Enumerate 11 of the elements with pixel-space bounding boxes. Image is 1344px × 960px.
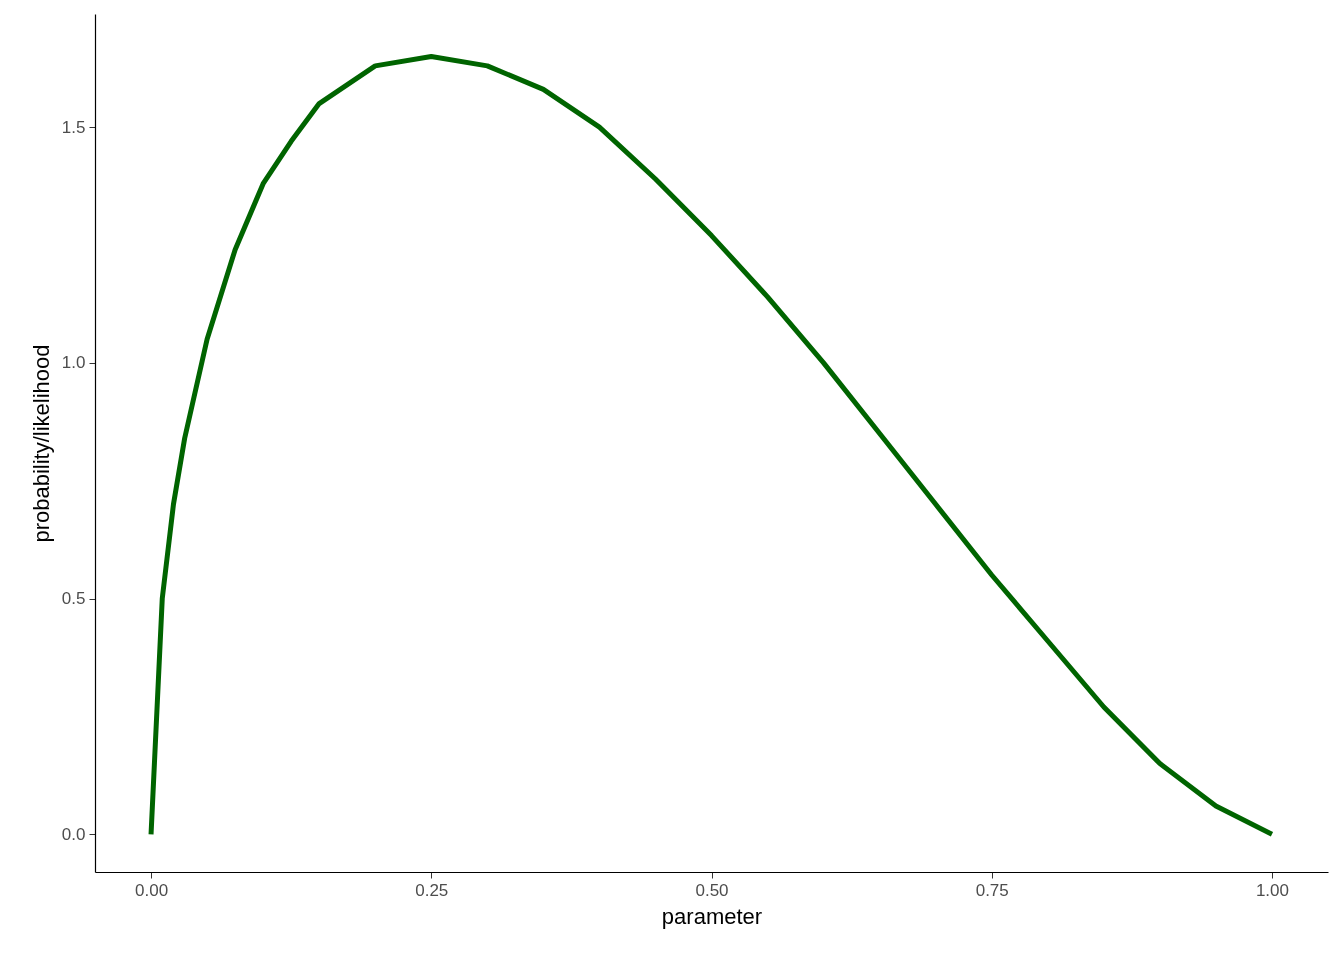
y-tick-label: 0.0 <box>61 824 86 844</box>
y-axis-title: probability/likelihood <box>28 344 54 543</box>
y-tick-label: 1.5 <box>61 117 86 137</box>
x-tick-label: 0.75 <box>975 880 1009 900</box>
x-tick-label: 1.00 <box>1255 880 1289 900</box>
y-tick-label: 1.0 <box>61 353 86 373</box>
x-tick-label: 0.50 <box>695 880 729 900</box>
x-axis-title: parameter <box>661 903 763 929</box>
y-tick-label: 0.5 <box>61 589 86 609</box>
x-tick-label: 0.00 <box>135 880 169 900</box>
x-tick-label: 0.25 <box>415 880 449 900</box>
